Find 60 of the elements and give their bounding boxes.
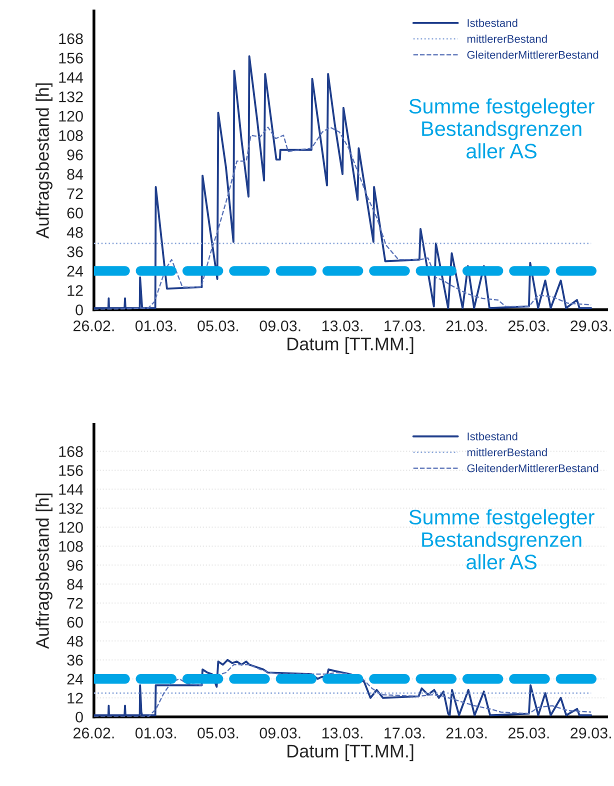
y-tick-label: 24 <box>67 266 84 276</box>
y-tick-label: 144 <box>59 484 84 495</box>
x-axis-title: Datum [TT.MM.] <box>288 337 414 354</box>
y-tick-label: 132 <box>59 503 83 514</box>
legend-label: mittlererBestand <box>467 34 547 43</box>
y-tick-label: 120 <box>59 522 83 533</box>
x-tick-label: 21.03. <box>446 320 487 332</box>
annotation: Summe festgelegter Bestandsgrenzen aller AS <box>409 98 594 159</box>
y-tick-label: 84 <box>67 168 84 180</box>
y-tick-label: 168 <box>59 33 83 44</box>
x-tick-label: 01.03. <box>135 320 176 332</box>
x-tick-label: 13.03. <box>322 320 362 332</box>
y-tick-label: 36 <box>67 654 83 666</box>
x-tick-label: 25.03. <box>508 320 549 332</box>
x-tick-label: 09.03. <box>260 320 300 332</box>
y-tick-label: 144 <box>59 72 84 83</box>
x-tick-label: 29.03. <box>570 320 611 332</box>
y-tick-label: 48 <box>66 227 83 238</box>
y-tick-label: 84 <box>67 578 84 590</box>
y-tick-label: 168 <box>59 446 83 457</box>
y-tick-label: 108 <box>59 130 83 142</box>
y-tick-label: 108 <box>59 541 83 552</box>
y-tick-label: 120 <box>59 110 83 122</box>
y-tick-label: 96 <box>67 150 83 160</box>
x-tick-label: 17.03. <box>384 320 425 332</box>
y-tick-label: 12 <box>68 692 83 704</box>
y-tick-label: 24 <box>67 674 84 684</box>
y-tick-label: 96 <box>67 560 83 571</box>
y-tick-label: 48 <box>66 636 83 647</box>
y-tick-label: 60 <box>67 208 83 218</box>
x-axis-title: Datum [TT.MM.] <box>288 744 414 762</box>
x-tick-label: 05.03. <box>198 728 238 738</box>
legend-label: GleitenderMittlererBestand <box>467 464 598 472</box>
legend-label: mittlererBestand <box>467 448 547 456</box>
y-tick-label: 132 <box>59 91 83 102</box>
x-tick-label: 09.03. <box>260 728 300 738</box>
y-tick-label: 72 <box>67 188 83 199</box>
y-tick-label: 0 <box>76 304 83 316</box>
y-axis-title: Auftragsbestand [h] <box>36 494 52 649</box>
y-tick-label: 0 <box>76 712 83 723</box>
x-tick-label: 26.02. <box>73 320 114 332</box>
y-tick-label: 36 <box>67 246 83 258</box>
y-tick-label: 12 <box>68 285 83 296</box>
legend-label: Istbestand <box>468 432 518 440</box>
x-tick-label: 17.03. <box>384 728 425 738</box>
legend-label: Istbestand <box>468 18 518 27</box>
x-tick-label: 29.03. <box>570 728 611 738</box>
x-tick-label: 21.03. <box>446 728 487 738</box>
y-axis-title: Auftragsbestand [h] <box>36 83 52 239</box>
x-tick-label: 25.03. <box>508 728 549 738</box>
x-tick-label: 05.03. <box>198 320 238 332</box>
y-tick-label: 156 <box>59 465 83 476</box>
x-tick-label: 13.03. <box>322 728 362 738</box>
y-tick-label: 156 <box>59 52 83 64</box>
x-tick-label: 01.03. <box>135 728 176 738</box>
annotation: Summe festgelegter Bestandsgrenzen aller AS <box>409 509 594 570</box>
y-tick-label: 60 <box>67 616 83 628</box>
y-tick-label: 72 <box>67 598 83 609</box>
legend-label: GleitenderMittlererBestand <box>467 50 598 59</box>
x-tick-label: 26.02. <box>73 728 114 738</box>
